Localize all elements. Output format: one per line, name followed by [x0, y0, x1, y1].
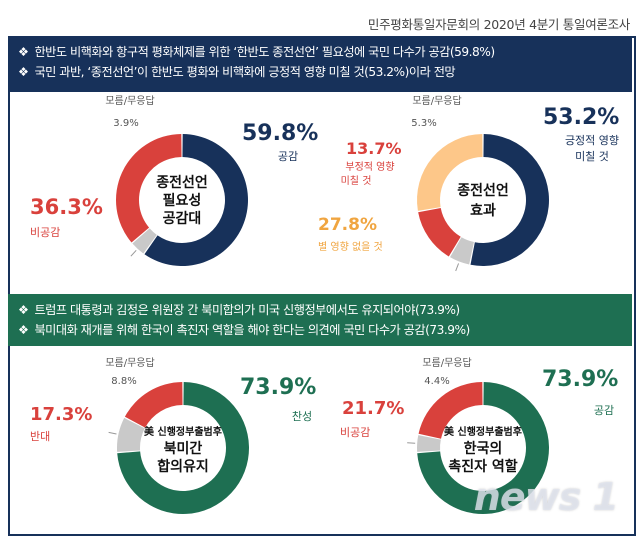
donut-center-label: 촉진자 역할: [448, 458, 517, 475]
slice-pct-label: 3.9%: [113, 118, 138, 129]
news1-watermark: news 1: [473, 475, 619, 519]
slice-pct-label: 36.3%: [30, 195, 103, 219]
banner-bottom: ❖ 트럼프 대통령과 김정은 위원장 간 북미합의가 미국 신행정부에서도 유지되…: [8, 294, 632, 346]
diamond-bullet-icon: ❖: [18, 45, 29, 59]
donut-center-label: 종전선언: [156, 174, 208, 191]
slice-category-label: 모름/무응답: [105, 357, 154, 369]
slice-pct-label: 4.4%: [424, 376, 449, 387]
banner-top: ❖ 한반도 비핵화와 항구적 평화체제를 위한 ‘한반도 종전선언’ 필요성에 국…: [8, 36, 632, 92]
banner-top-line-1: ❖ 한반도 비핵화와 항구적 평화체제를 위한 ‘한반도 종전선언’ 필요성에 국…: [18, 45, 495, 59]
donut-slice-1-2: [132, 228, 157, 254]
donut-chart-4: 73.9% 공감 4.4% 모름/무응답 21.7% 비공감 美 신행정부출범후한국의촉진자…: [340, 357, 618, 514]
diamond-bullet-icon: ❖: [18, 303, 29, 317]
slice-category-label: 비공감: [30, 226, 60, 239]
donut-center-label: 한국의: [464, 440, 503, 457]
slice-pct-label: 53.2%: [543, 105, 619, 130]
leader-line: [108, 431, 117, 435]
slice-category-label: 미칠 것: [575, 150, 609, 163]
donut-slice-4-3: [418, 382, 483, 439]
slice-pct-label: 21.7%: [342, 398, 404, 419]
donut-slice-3-3: [124, 382, 183, 428]
slice-pct-label: 17.3%: [30, 404, 92, 425]
slice-category-label: 미칠 것: [341, 175, 372, 187]
banner-bottom-line-1: ❖ 트럼프 대통령과 김정은 위원장 간 북미합의가 미국 신행정부에서도 유지되…: [18, 303, 460, 317]
slice-pct-label: 5.3%: [411, 118, 436, 129]
donut-slice-4-1: [417, 382, 549, 514]
banner-top-line-2: ❖ 국민 과반, ‘종전선언’이 한반도 평화와 비핵화에 긍정적 영향 미칠 것…: [18, 65, 456, 79]
leader-line: [130, 249, 137, 257]
donut-center-label: 북미간: [164, 440, 203, 457]
diamond-bullet-icon: ❖: [18, 65, 29, 79]
slice-category-label: 모름/무응답: [412, 95, 461, 107]
donut-slice-3-2: [117, 417, 145, 452]
donut-center-label: 합의유지: [157, 458, 209, 475]
donut-center-label: 종전선언: [457, 182, 509, 199]
leader-line: [407, 442, 416, 444]
donut-slice-2-1: [470, 134, 549, 266]
slice-category-label: 모름/무응답: [422, 357, 471, 369]
slice-pct-label: 59.8%: [242, 121, 318, 146]
donut-slice-3-1: [117, 382, 250, 514]
donut-center-label: 공감대: [163, 210, 202, 227]
banner-bottom-line-2: ❖ 북미대화 재개를 위해 한국이 촉진자 역할을 해야 한다는 의견에 국민 다…: [18, 323, 470, 337]
leader-line: [455, 263, 460, 272]
slice-pct-label: 73.9%: [240, 375, 316, 400]
donut-slice-4-2: [417, 435, 441, 452]
slice-category-label: 반대: [30, 430, 50, 443]
donut-slice-2-4: [417, 134, 483, 211]
slice-category-label: 부정적 영향: [345, 161, 394, 173]
donut-slice-2-3: [418, 207, 461, 257]
donut-center-label: 필요성: [163, 192, 202, 209]
slice-category-label: 긍정적 영향: [565, 134, 619, 147]
slice-pct-label: 27.8%: [318, 215, 377, 235]
donut-slice-1-1: [144, 134, 248, 266]
donut-center-label: 효과: [470, 203, 496, 219]
slice-pct-label: 13.7%: [346, 139, 402, 158]
donut-center-label: 美 신행정부출범후: [144, 425, 222, 438]
diamond-bullet-icon: ❖: [18, 323, 29, 337]
slice-category-label: 공감: [278, 150, 298, 163]
slice-category-label: 비공감: [340, 426, 370, 439]
slice-category-label: 모름/무응답: [105, 95, 154, 107]
source-caption: 민주평화통일자문회의 2020년 4분기 통일여론조사: [367, 17, 630, 32]
donut-center-label: 美 신행정부출범후: [444, 425, 522, 438]
donut-slice-2-2: [450, 237, 474, 265]
donut-slice-1-3: [116, 134, 182, 243]
slice-pct-label: 73.9%: [542, 367, 618, 392]
slice-pct-label: 8.8%: [111, 376, 136, 387]
slice-category-label: 별 영향 없을 것: [318, 240, 383, 253]
slice-category-label: 찬성: [292, 409, 312, 423]
slice-category-label: 공감: [594, 404, 614, 417]
